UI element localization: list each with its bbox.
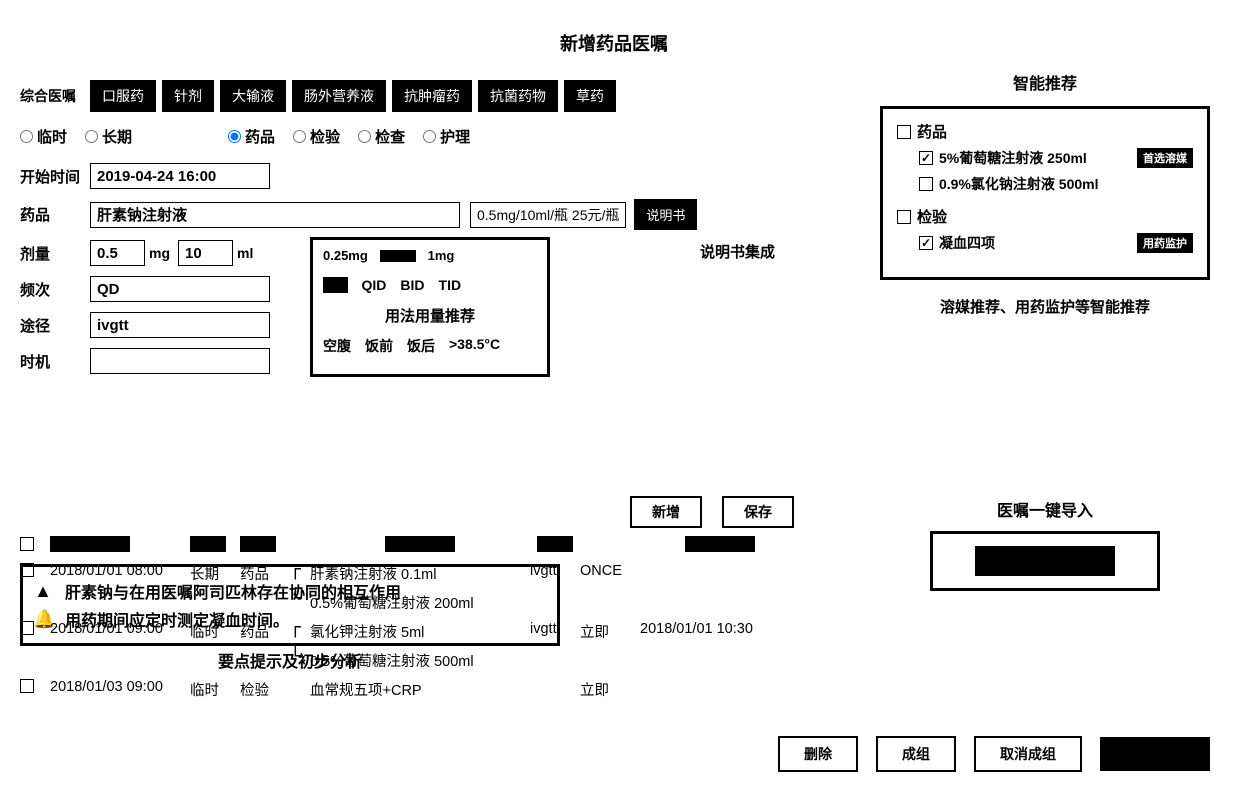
smart-drug-item-checkbox[interactable]: ✓ — [919, 151, 933, 165]
th-usage — [537, 536, 573, 552]
tab-oral[interactable]: 口服药 — [90, 80, 156, 112]
freq-input[interactable] — [90, 276, 270, 302]
bracket-top-icon: ┌ — [290, 563, 310, 577]
smart-box: 药品 ✓5%葡萄糖注射液 250ml首选溶媒 0.9%氯化钠注射液 500ml … — [880, 106, 1210, 280]
th-type — [240, 536, 276, 552]
dose-opt-0[interactable]: 0.25mg — [323, 248, 368, 263]
th-start — [50, 536, 130, 552]
import-box[interactable] — [930, 531, 1160, 591]
header-checkbox[interactable] — [20, 537, 34, 551]
radio-long[interactable]: 长期 — [85, 126, 132, 147]
freq-opt-2[interactable]: BID — [400, 277, 424, 293]
table-row: 2018/01/01 09:00 临时 药品 ┌ 氯化钾注射液 5ml ivgt… — [20, 621, 860, 642]
orders-table: 2018/01/01 08:00 长期 药品 ┌ 肝素钠注射液 0.1ml iv… — [20, 536, 860, 700]
radio-drug[interactable]: 药品 — [228, 126, 275, 147]
th-content — [385, 536, 455, 552]
dose-unit2: ml — [237, 245, 253, 261]
th-stop — [685, 536, 755, 552]
radio-care[interactable]: 护理 — [423, 126, 470, 147]
form-area: 开始时间 药品 0.5mg/10ml/瓶 25元/瓶 说明书 剂量 mg ml … — [20, 163, 880, 374]
manual-button[interactable]: 说明书 — [634, 199, 697, 230]
timing-input[interactable] — [90, 348, 270, 374]
start-time-label: 开始时间 — [20, 166, 90, 187]
timing-opt-2[interactable]: 饭后 — [407, 336, 435, 356]
monitor-badge: 用药监护 — [1137, 233, 1193, 253]
bracket-bottom-icon: └ — [290, 592, 310, 606]
route-input[interactable] — [90, 312, 270, 338]
radio-row: 临时 长期 药品 检验 检查 护理 — [20, 126, 880, 147]
ungroup-button[interactable]: 取消成组 — [974, 736, 1082, 772]
tab-herbal[interactable]: 草药 — [564, 80, 616, 112]
row-checkbox[interactable] — [20, 679, 34, 693]
freq-opt-3[interactable]: TID — [439, 277, 462, 293]
tab-infusion[interactable]: 大输液 — [220, 80, 286, 112]
dose-rec-box: 0.25mg 0.5mg 1mg QD QID BID TID 用法用量推荐 空… — [310, 237, 550, 377]
row-checkbox[interactable] — [20, 563, 34, 577]
add-button[interactable]: 新增 — [630, 496, 702, 528]
freq-label: 频次 — [20, 279, 90, 300]
manual-caption: 说明书集成 — [700, 241, 775, 262]
import-button[interactable] — [975, 546, 1115, 576]
bottom-actions: 删除 成组 取消成组 — [778, 736, 1210, 772]
radio-exam[interactable]: 检查 — [358, 126, 405, 147]
timing-opt-3[interactable]: >38.5°C — [449, 336, 500, 356]
radio-temporary[interactable]: 临时 — [20, 126, 67, 147]
smart-title: 智能推荐 — [880, 70, 1210, 94]
group-button[interactable]: 成组 — [876, 736, 956, 772]
dose-unit1: mg — [149, 245, 170, 261]
tab-parenteral[interactable]: 肠外营养液 — [292, 80, 386, 112]
timing-opt-0[interactable]: 空腹 — [323, 336, 351, 356]
tab-row: 综合医嘱 口服药 针剂 大输液 肠外营养液 抗肿瘤药 抗菌药物 草药 — [20, 80, 880, 112]
tab-injection[interactable]: 针剂 — [162, 80, 214, 112]
solvent-badge: 首选溶媒 — [1137, 148, 1193, 168]
table-row: 2018/01/03 09:00 临时 检验 血常规五项+CRP 立即 — [20, 679, 860, 700]
smart-drug-item-checkbox[interactable] — [919, 177, 933, 191]
row-checkbox[interactable] — [20, 621, 34, 635]
smart-drug-checkbox[interactable] — [897, 125, 911, 139]
dose-opt-2[interactable]: 1mg — [428, 248, 455, 263]
dose-opt-1[interactable]: 0.5mg — [380, 250, 416, 262]
timing-opt-1[interactable]: 饭前 — [365, 336, 393, 356]
import-title: 医嘱一键导入 — [880, 497, 1210, 521]
smart-test-item-checkbox[interactable]: ✓ — [919, 236, 933, 250]
timing-label: 时机 — [20, 351, 90, 372]
page-title: 新增药品医嘱 — [560, 30, 668, 56]
smart-caption: 溶媒推荐、用药监护等智能推荐 — [880, 296, 1210, 317]
th-dur — [190, 536, 226, 552]
save-button[interactable]: 保存 — [722, 496, 794, 528]
dose-label: 剂量 — [20, 243, 90, 264]
tab-antibiotic[interactable]: 抗菌药物 — [478, 80, 558, 112]
spec-price: 0.5mg/10ml/瓶 25元/瓶 — [470, 202, 626, 228]
freq-opt-1[interactable]: QID — [362, 277, 387, 293]
freq-opt-0[interactable]: QD — [323, 277, 348, 293]
drug-label: 药品 — [20, 204, 90, 225]
radio-test[interactable]: 检验 — [293, 126, 340, 147]
route-label: 途径 — [20, 315, 90, 336]
table-row: 2018/01/01 08:00 长期 药品 ┌ 肝素钠注射液 0.1ml iv… — [20, 563, 860, 584]
start-time-input[interactable] — [90, 163, 270, 189]
tab-antitumor[interactable]: 抗肿瘤药 — [392, 80, 472, 112]
delete-button[interactable]: 删除 — [778, 736, 858, 772]
dose-rec-title: 用法用量推荐 — [323, 305, 537, 326]
bracket-bottom-icon: └ — [290, 650, 310, 664]
dose-value2-input[interactable] — [178, 240, 233, 266]
dose-value-input[interactable] — [90, 240, 145, 266]
bracket-top-icon: ┌ — [290, 621, 310, 635]
tabs-label: 综合医嘱 — [20, 86, 76, 106]
drug-input[interactable] — [90, 202, 460, 228]
smart-test-checkbox[interactable] — [897, 210, 911, 224]
mid-actions: 新增 保存 — [630, 496, 794, 528]
submit-button[interactable] — [1100, 737, 1210, 771]
